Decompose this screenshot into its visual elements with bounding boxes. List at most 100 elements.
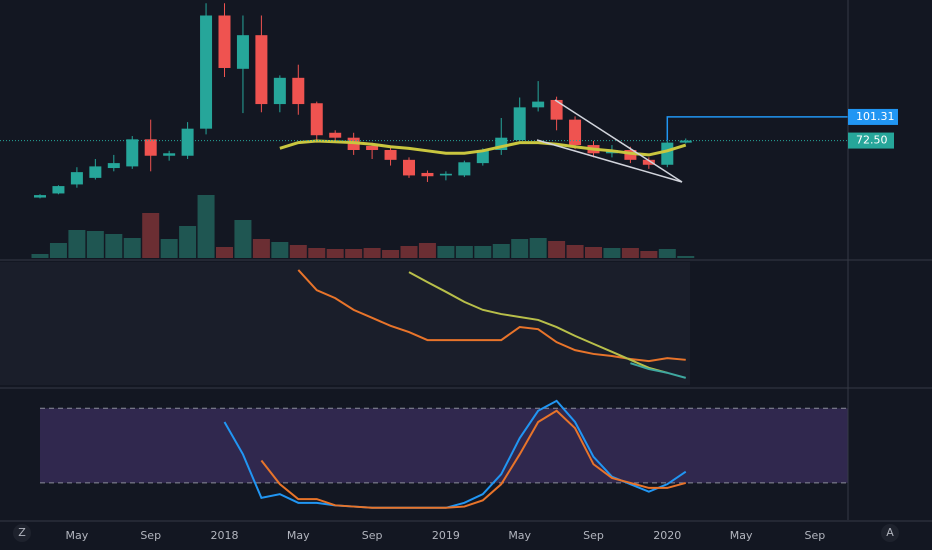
trend-line xyxy=(536,139,683,183)
volume-bar xyxy=(548,241,566,258)
volume-bar xyxy=(382,250,400,258)
price-line-box xyxy=(848,108,898,125)
volume-bar xyxy=(31,254,49,258)
indicator-line xyxy=(630,362,687,379)
x-tick-label: May xyxy=(66,529,89,542)
button-label[interactable]: A xyxy=(886,526,894,539)
candle-body xyxy=(642,159,655,165)
volume-bar xyxy=(49,243,67,258)
volume-bar xyxy=(123,238,141,258)
volume-bar xyxy=(418,243,436,258)
candle-body xyxy=(661,142,674,165)
candle-body xyxy=(200,15,213,129)
candle-body xyxy=(126,139,139,167)
volume-bar xyxy=(529,238,547,258)
volume-bar xyxy=(197,195,215,258)
volume-bar xyxy=(345,249,363,258)
volume-bar xyxy=(86,231,104,258)
volume-bar xyxy=(603,248,621,258)
indicator-line xyxy=(223,399,687,509)
volume-bar xyxy=(326,249,344,258)
pane-shade xyxy=(0,262,690,385)
price-line xyxy=(666,116,848,141)
candle-body xyxy=(144,139,157,156)
volume-bar xyxy=(677,256,695,258)
candle-body xyxy=(310,103,323,136)
indicator-line xyxy=(260,409,687,509)
volume-bar xyxy=(271,242,289,258)
last-price-label: 72.50 xyxy=(856,134,888,147)
x-tick-label: Sep xyxy=(583,529,604,542)
volume-bar xyxy=(492,244,510,258)
candle-body xyxy=(181,128,194,156)
x-tick-label: Sep xyxy=(140,529,161,542)
candle-body xyxy=(52,186,65,194)
x-tick-label: 2019 xyxy=(432,529,460,542)
trend-line xyxy=(554,99,683,183)
candle-body xyxy=(292,77,305,105)
price-line-label: 101.31 xyxy=(856,110,895,123)
candle-body xyxy=(34,195,46,198)
candle-body xyxy=(421,172,434,177)
volume-bar xyxy=(474,246,492,258)
volume-bar xyxy=(455,246,473,258)
volume-bar xyxy=(252,239,270,258)
candle-body xyxy=(273,77,286,105)
button-label[interactable]: Z xyxy=(18,526,26,539)
button-bg[interactable] xyxy=(881,524,899,542)
x-tick-label: 2020 xyxy=(653,529,681,542)
volume-bar xyxy=(142,213,160,258)
candle-body xyxy=(476,149,489,164)
candle-body xyxy=(366,145,379,150)
candle-body xyxy=(70,172,83,185)
candle-body xyxy=(458,162,471,176)
candle-body xyxy=(403,159,415,176)
volume-bar xyxy=(437,246,455,258)
right-button[interactable]: A xyxy=(881,524,899,542)
candle-body xyxy=(513,107,526,141)
indicator-line xyxy=(297,269,686,363)
candle-body xyxy=(255,35,268,105)
last-price-box xyxy=(848,132,894,149)
candle-body xyxy=(236,35,249,69)
candle-body xyxy=(624,149,637,160)
volume-bar xyxy=(566,245,584,258)
x-tick-label: May xyxy=(508,529,531,542)
candle-body xyxy=(384,149,397,160)
candle-body xyxy=(532,101,545,108)
indicator-line xyxy=(279,139,687,157)
volume-bar xyxy=(621,248,639,258)
volume-bar xyxy=(160,239,178,258)
volume-bar xyxy=(363,248,381,258)
left-button[interactable]: Z xyxy=(13,524,31,542)
candle-body xyxy=(439,173,452,176)
volume-bar xyxy=(216,247,233,258)
volume-bar xyxy=(105,234,123,258)
candle-body xyxy=(163,153,176,156)
volume-bar xyxy=(658,249,676,258)
button-bg[interactable] xyxy=(13,524,31,542)
labels: 72.50 101.31 May Sep 2018 May Sep 2019 May Sep 202… xyxy=(66,108,898,542)
volume-bar xyxy=(179,226,197,258)
marks xyxy=(0,3,848,509)
x-tick-label: Sep xyxy=(805,529,826,542)
x-tick-label: May xyxy=(287,529,310,542)
band xyxy=(40,408,848,483)
candle-body xyxy=(569,119,582,146)
candle-body xyxy=(107,163,120,169)
volume-bar xyxy=(511,239,529,258)
volume-bar xyxy=(585,247,602,258)
x-tick-label: May xyxy=(730,529,753,542)
volume-bar xyxy=(308,248,326,258)
candle-body xyxy=(679,140,692,143)
volume-bar xyxy=(289,245,307,258)
indicator-line xyxy=(408,271,668,374)
x-tick-label: 2018 xyxy=(211,529,239,542)
volume-bar xyxy=(234,220,252,258)
volume-bar xyxy=(640,251,658,258)
candle-body xyxy=(550,99,563,120)
candle-body xyxy=(218,15,231,68)
candle-body xyxy=(89,166,102,178)
volume-bar xyxy=(68,230,86,258)
